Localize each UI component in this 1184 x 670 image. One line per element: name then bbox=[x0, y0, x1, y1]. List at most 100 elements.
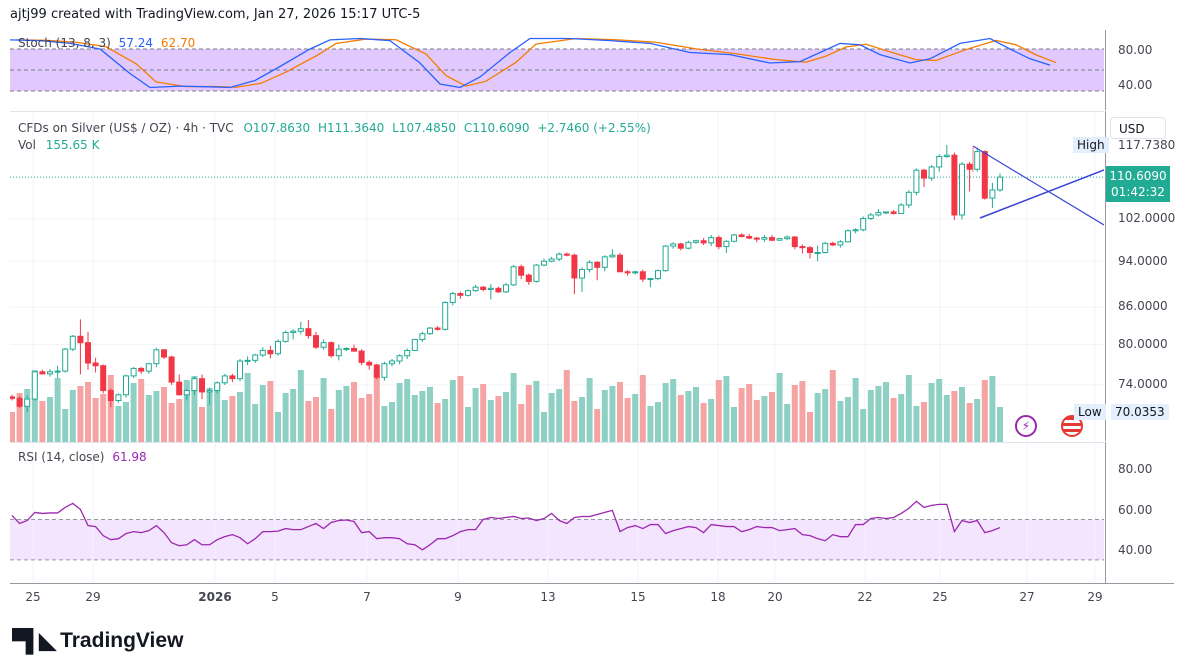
candle-body bbox=[829, 242, 836, 246]
volume-bar bbox=[411, 395, 418, 442]
volume-bar bbox=[259, 385, 266, 442]
candle-body bbox=[282, 331, 289, 342]
candle-body bbox=[290, 330, 297, 333]
candle-body bbox=[153, 349, 160, 365]
volume-bar bbox=[69, 390, 76, 442]
volume-bar bbox=[617, 382, 623, 442]
volume-bar bbox=[10, 412, 15, 442]
volume-bar bbox=[997, 407, 1003, 442]
price-plot bbox=[10, 112, 1104, 442]
candle-body bbox=[951, 154, 958, 216]
candle-body bbox=[161, 349, 167, 358]
price-axis[interactable]: USD 117.7380 102.0000 94.0000 86.0000 80… bbox=[1105, 111, 1175, 441]
candle-body bbox=[837, 241, 844, 246]
candle-body bbox=[328, 342, 335, 357]
time-axis[interactable]: 25 29 2026 5 7 9 13 15 18 20 22 25 27 29 bbox=[10, 583, 1174, 610]
candle-body bbox=[715, 237, 722, 248]
price-pane[interactable]: CFDs on Silver (US$ / OZ) · 4h · TVC O10… bbox=[10, 111, 1104, 443]
volume-bar bbox=[860, 409, 867, 442]
candle-body bbox=[145, 363, 152, 372]
stoch-axis-label: 80.00 bbox=[1118, 43, 1153, 57]
candle-body bbox=[571, 254, 578, 279]
stoch-plot bbox=[10, 37, 1104, 92]
candle-body bbox=[487, 287, 494, 290]
volume-bar bbox=[579, 397, 585, 442]
candle-body bbox=[928, 166, 935, 179]
volume-value: 155.65 K bbox=[45, 138, 100, 152]
volume-bar bbox=[601, 390, 608, 442]
candle-body bbox=[708, 237, 715, 244]
candle-body bbox=[130, 367, 137, 377]
volume-bar bbox=[161, 387, 167, 442]
volume-bar bbox=[715, 380, 722, 442]
time-axis-label: 29 bbox=[85, 590, 101, 604]
candle-body bbox=[966, 163, 973, 170]
stoch-axis-label: 40.00 bbox=[1118, 78, 1153, 92]
us-flag-icon[interactable] bbox=[1061, 415, 1083, 437]
volume-bar bbox=[176, 399, 183, 442]
candle-body bbox=[54, 370, 61, 373]
candle-body bbox=[594, 261, 601, 268]
volume-bar bbox=[693, 387, 699, 442]
candle-body bbox=[259, 349, 266, 356]
candle-body bbox=[936, 156, 943, 168]
candle-body bbox=[746, 236, 753, 239]
candle-body bbox=[875, 211, 882, 216]
stoch-label: Stoch (13, 8, 3) bbox=[18, 36, 111, 50]
candle-body bbox=[275, 340, 281, 355]
volume-bar bbox=[852, 378, 859, 442]
volume-bar bbox=[153, 391, 160, 442]
ohlc-low: L107.4850 bbox=[392, 121, 457, 135]
volume-bar bbox=[776, 373, 783, 442]
rsi-axis-label: 60.00 bbox=[1118, 503, 1153, 517]
flash-icon[interactable]: ⚡ bbox=[1015, 415, 1037, 437]
candle-body bbox=[297, 328, 304, 332]
candle-body bbox=[237, 360, 243, 380]
volume-bar bbox=[639, 375, 646, 442]
volume-bar bbox=[107, 375, 114, 442]
candle-body bbox=[860, 217, 867, 231]
currency-button[interactable]: USD bbox=[1110, 117, 1166, 139]
ohlc-open: O107.8630 bbox=[243, 121, 311, 135]
candle-body bbox=[62, 348, 69, 372]
volume-bar bbox=[419, 391, 426, 442]
candle-body bbox=[214, 382, 221, 392]
candle-body bbox=[47, 371, 53, 375]
volume-bar bbox=[199, 407, 205, 442]
candle-body bbox=[100, 365, 107, 392]
candle-body bbox=[343, 347, 350, 350]
candle-body bbox=[738, 234, 745, 238]
volume-bar bbox=[191, 376, 198, 442]
volume-bar bbox=[685, 391, 692, 442]
candle-body bbox=[677, 243, 684, 249]
candle-body bbox=[822, 242, 829, 254]
volume-bar bbox=[822, 389, 829, 442]
candle-body bbox=[685, 241, 692, 249]
candle-body bbox=[814, 252, 821, 255]
candle-body bbox=[731, 234, 737, 242]
volume-bar bbox=[989, 376, 996, 442]
candle-body bbox=[77, 335, 84, 344]
volume-bar bbox=[183, 380, 190, 442]
volume-bar bbox=[480, 384, 487, 442]
tradingview-logo[interactable]: ▀▌◣ TradingView bbox=[12, 628, 183, 654]
volume-bar bbox=[761, 396, 768, 442]
rsi-axis[interactable]: 80.00 60.00 40.00 bbox=[1105, 442, 1175, 583]
volume-bar bbox=[700, 403, 707, 442]
candle-body bbox=[495, 287, 502, 293]
volume-bar bbox=[708, 399, 715, 442]
volume-bar bbox=[351, 382, 357, 442]
candle-body bbox=[541, 260, 547, 266]
stoch-axis[interactable]: 80.00 40.00 bbox=[1105, 30, 1175, 110]
volume-bar bbox=[784, 404, 791, 442]
candle-body bbox=[769, 237, 775, 241]
ohlc-high: H111.3640 bbox=[318, 121, 385, 135]
candle-body bbox=[503, 284, 509, 293]
candle-body bbox=[10, 396, 15, 399]
volume-bar bbox=[799, 381, 806, 442]
candle-body bbox=[898, 204, 905, 214]
volume-bar bbox=[115, 406, 122, 442]
volume-bar bbox=[890, 398, 897, 442]
volume-bar bbox=[943, 395, 950, 442]
candle-body bbox=[39, 371, 46, 375]
